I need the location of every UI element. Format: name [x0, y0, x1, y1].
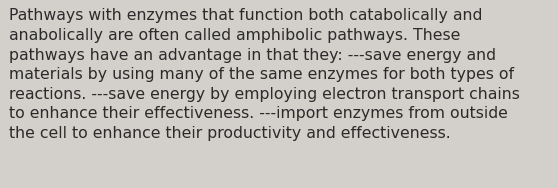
Text: Pathways with enzymes that function both catabolically and
anabolically are ofte: Pathways with enzymes that function both… [9, 8, 520, 141]
